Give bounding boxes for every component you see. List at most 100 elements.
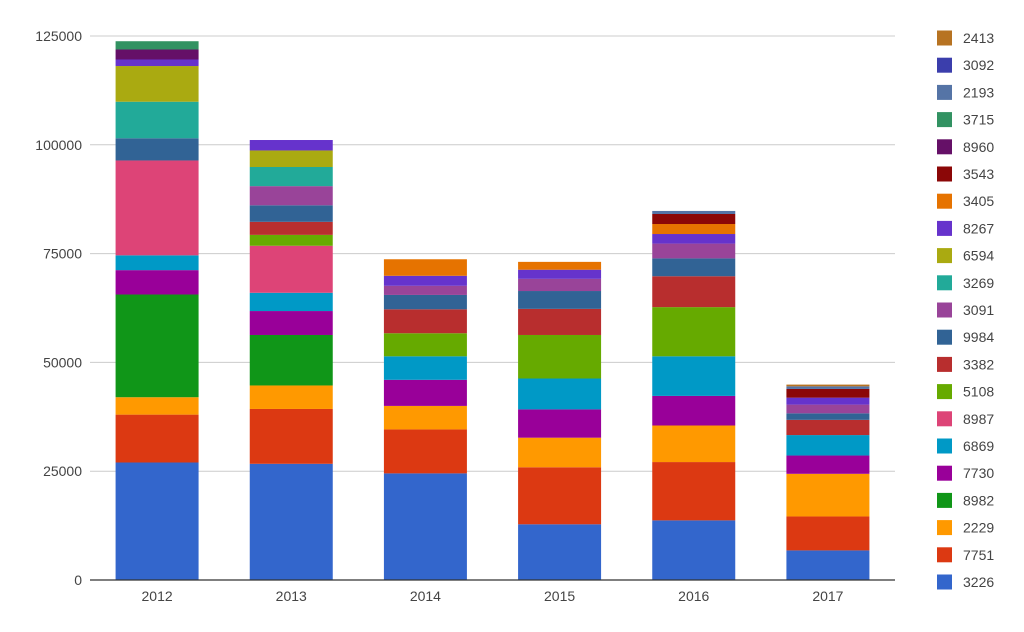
legend-label: 8960 <box>963 139 994 155</box>
bars <box>115 41 870 580</box>
legend-swatch <box>937 30 952 46</box>
bar-segment-3091-2017 <box>786 404 870 414</box>
legend-swatch <box>937 329 952 345</box>
bar-segment-2229-2015 <box>518 437 602 468</box>
bar-segment-7751-2017 <box>786 516 870 551</box>
legend-label: 8987 <box>963 411 994 427</box>
bar-segment-8960-2012 <box>115 49 199 60</box>
bar-segment-8267-2014 <box>383 275 467 286</box>
bar-segment-7751-2012 <box>115 414 199 463</box>
bar-segment-3226-2015 <box>518 524 602 580</box>
x-tick-label: 2014 <box>410 588 441 604</box>
bar-segment-8267-2016 <box>652 234 736 244</box>
bar-segment-3382-2013 <box>249 221 333 235</box>
bar-segment-9984-2014 <box>383 294 467 310</box>
gridlines <box>90 35 895 472</box>
legend-label: 7730 <box>963 465 994 481</box>
legend-label: 6594 <box>963 248 994 264</box>
legend-swatch <box>937 248 952 264</box>
legend-swatch <box>937 465 952 481</box>
legend-label: 3405 <box>963 193 994 209</box>
legend-label: 5108 <box>963 384 994 400</box>
bar-segment-7730-2012 <box>115 270 199 295</box>
bar-segment-2413-2017 <box>786 384 870 387</box>
bar-segment-3226-2014 <box>383 473 467 580</box>
bar-segment-3226-2012 <box>115 462 199 580</box>
x-tick-label: 2013 <box>276 588 307 604</box>
bar-segment-2193-2017 <box>786 386 870 389</box>
bar-segment-8267-2015 <box>518 269 602 279</box>
legend-swatch <box>937 220 952 236</box>
bar-segment-8267-2017 <box>786 397 870 405</box>
bar-segment-3226-2017 <box>786 550 870 580</box>
bar-segment-7751-2014 <box>383 429 467 474</box>
bar-segment-3091-2013 <box>249 186 333 206</box>
legend-label: 2413 <box>963 30 994 46</box>
x-tick-label: 2017 <box>812 588 843 604</box>
legend-label: 3226 <box>963 574 994 590</box>
bar-segment-3226-2013 <box>249 463 333 580</box>
y-tick-label: 100000 <box>35 137 82 153</box>
legend-swatch <box>937 84 952 100</box>
axes: 0 25000 50000 75000 100000 125000 2012 2013 2014… <box>35 28 895 604</box>
bar-segment-7730-2013 <box>249 311 333 335</box>
legend-label: 3091 <box>963 302 994 318</box>
bar-segment-3543-2017 <box>786 388 870 398</box>
bar-segment-8267-2012 <box>115 59 199 67</box>
bar-segment-3405-2015 <box>518 261 602 270</box>
bar-segment-3382-2017 <box>786 419 870 436</box>
legend-label: 2229 <box>963 520 994 536</box>
legend-swatch <box>937 438 952 454</box>
bar-segment-9984-2016 <box>652 258 736 277</box>
bar-segment-3405-2014 <box>383 259 467 276</box>
bar-segment-6869-2014 <box>383 356 467 380</box>
bar-segment-7730-2016 <box>652 395 736 426</box>
x-tick-label: 2016 <box>678 588 709 604</box>
legend-label: 8982 <box>963 492 994 508</box>
x-tick-label: 2012 <box>142 588 173 604</box>
bar-segment-6594-2012 <box>115 66 199 102</box>
y-tick-label: 125000 <box>35 28 82 44</box>
bar-segment-9984-2012 <box>115 138 199 161</box>
legend-label: 6869 <box>963 438 994 454</box>
bar-segment-8987-2012 <box>115 160 199 256</box>
bar-segment-2229-2014 <box>383 405 467 430</box>
bar-segment-7751-2015 <box>518 467 602 525</box>
legend: 2413 3092 2193 3715 8960 3543 3405 8267 6594 3269… <box>937 30 994 590</box>
legend-swatch <box>937 302 952 318</box>
bar-segment-7751-2016 <box>652 462 736 521</box>
bar-segment-2229-2012 <box>115 397 199 415</box>
legend-label: 3269 <box>963 275 994 291</box>
y-tick-label: 0 <box>74 572 82 588</box>
legend-swatch <box>937 520 952 536</box>
bar-segment-8982-2013 <box>249 334 333 386</box>
legend-swatch <box>937 356 952 372</box>
legend-label: 7751 <box>963 547 994 563</box>
bar-segment-2229-2016 <box>652 425 736 463</box>
bar-segment-3091-2014 <box>383 285 467 295</box>
bar-segment-3543-2016 <box>652 213 736 225</box>
y-tick-label: 25000 <box>43 463 82 479</box>
legend-swatch <box>937 492 952 508</box>
bar-segment-8267-2013 <box>249 140 333 151</box>
bar-segment-3382-2015 <box>518 308 602 335</box>
bar-segment-7730-2017 <box>786 455 870 474</box>
bar-segment-6594-2013 <box>249 150 333 167</box>
legend-swatch <box>937 547 952 563</box>
legend-swatch <box>937 166 952 182</box>
bar-segment-3382-2016 <box>652 276 736 308</box>
bar-segment-5108-2015 <box>518 334 602 379</box>
bar-segment-6869-2015 <box>518 378 602 410</box>
legend-swatch <box>937 139 952 155</box>
legend-label: 9984 <box>963 329 994 345</box>
bar-segment-2229-2013 <box>249 385 333 409</box>
bar-segment-3715-2012 <box>115 41 199 50</box>
legend-label: 3715 <box>963 112 994 128</box>
bar-segment-8987-2013 <box>249 245 333 293</box>
bar-segment-5108-2014 <box>383 333 467 357</box>
legend-label: 3543 <box>963 166 994 182</box>
bar-segment-3269-2012 <box>115 101 199 139</box>
bar-segment-6869-2012 <box>115 255 199 271</box>
bar-segment-6869-2016 <box>652 356 736 396</box>
